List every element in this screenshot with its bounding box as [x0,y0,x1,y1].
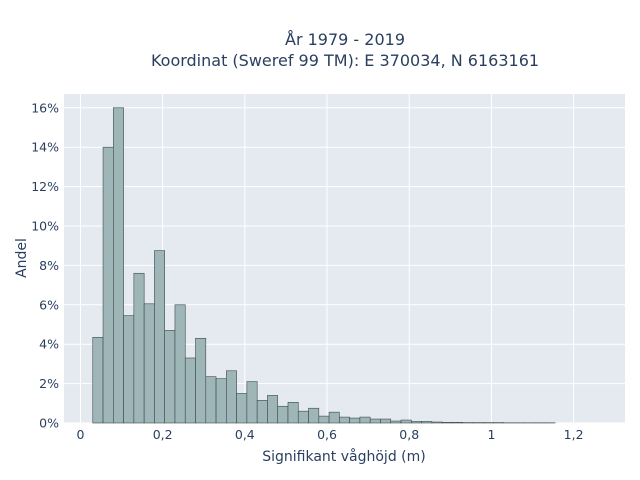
histogram-bar [267,395,279,424]
x-tick-label: 0,6 [317,427,337,442]
histogram-bar [421,421,433,424]
chart-title-line-1: År 1979 - 2019 [285,30,405,49]
histogram-bar [246,381,258,424]
histogram-bar [297,410,309,424]
y-tick-label: 6% [39,297,59,312]
x-tick-labels: 0 0,2 0,4 0,6 0,8 1 1,2 [76,427,583,442]
y-tick-label: 2% [39,376,59,391]
histogram-bar [349,417,361,424]
histogram-bar [174,304,186,424]
histogram-bar [287,402,299,424]
histogram-bar [390,420,402,424]
histogram-bar [205,376,217,424]
histogram-bar [133,272,145,424]
histogram-bar [215,378,227,424]
histogram-bar [236,393,248,424]
x-tick-label: 0,4 [235,427,255,442]
histogram-bar [256,400,268,424]
x-tick-label: 0,2 [153,427,173,442]
histogram-bar [369,418,381,424]
histogram-bars [92,107,556,424]
histogram-bar [164,330,176,424]
histogram-bar [318,415,330,424]
histogram-bar [226,370,237,424]
histogram-bar [154,250,165,424]
histogram-bar [339,416,350,424]
histogram-bar [102,146,114,424]
y-tick-label: 4% [39,337,59,352]
histogram-bar [184,357,196,424]
x-tick-label: 0,8 [399,427,419,442]
x-axis-title: Signifikant våghöjd (m) [262,448,425,465]
x-tick-label: 0 [76,427,84,442]
histogram-bar [431,421,443,424]
histogram-bar [123,315,135,424]
chart-title-line-2: Koordinat (Sweref 99 TM): E 370034, N 61… [151,51,539,70]
histogram-bar [277,405,289,424]
histogram-bar [410,421,422,424]
y-tick-label: 0% [39,416,59,431]
histogram-bar [441,422,453,424]
histogram-bar [113,107,124,424]
histogram-bar [92,337,104,424]
y-tick-label: 14% [31,140,59,155]
histogram-bar [400,419,412,424]
y-tick-label: 8% [39,258,59,273]
histogram-bar [143,303,155,424]
histogram-bar [328,411,340,424]
x-tick-label: 1 [487,427,495,442]
histogram-bar [359,416,371,424]
histogram-bar [380,418,392,424]
histogram-bar [452,422,463,424]
y-axis-title: Andel [14,238,30,278]
y-tick-label: 12% [31,179,59,194]
histogram-bar [195,337,207,424]
x-tick-label: 1,2 [564,427,584,442]
y-tick-labels: 0% 2% 4% 6% 8% 10% 12% 14% 16% [31,100,59,430]
y-tick-label: 16% [31,100,59,115]
histogram-bar [308,407,320,424]
y-tick-label: 10% [31,218,59,233]
